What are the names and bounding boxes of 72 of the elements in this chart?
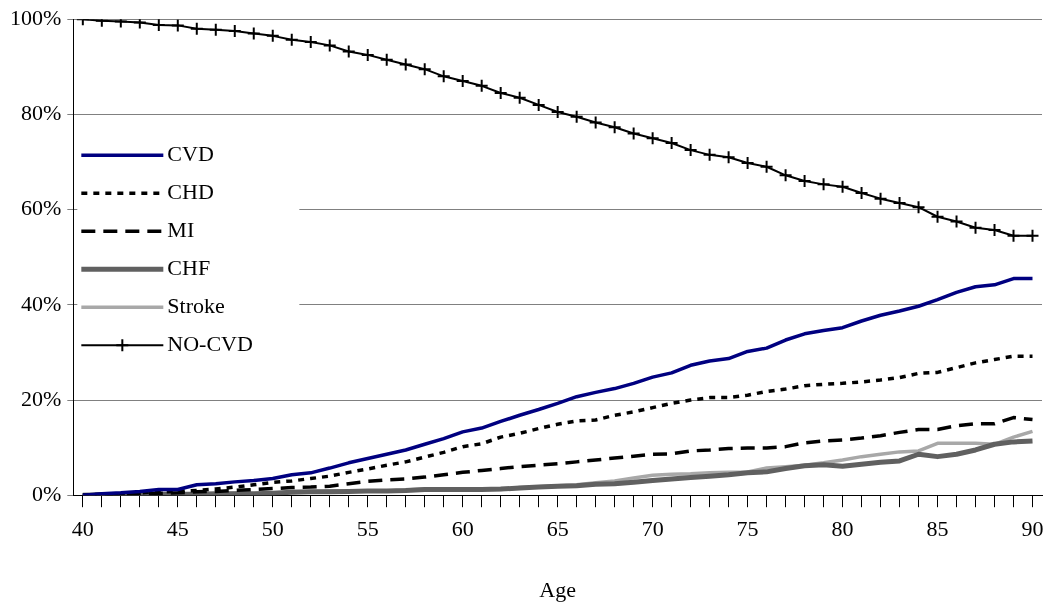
point xyxy=(1025,228,1040,243)
point xyxy=(816,177,831,192)
point xyxy=(246,26,261,41)
point xyxy=(265,28,280,43)
point xyxy=(740,155,755,170)
point xyxy=(835,179,850,194)
x-tick-label: 45 xyxy=(166,516,189,542)
point xyxy=(873,191,888,206)
point xyxy=(170,19,185,33)
x-tick-label: 85 xyxy=(926,516,949,542)
point xyxy=(911,200,926,215)
point xyxy=(284,32,299,47)
y-tick-label: 80% xyxy=(21,100,62,126)
point xyxy=(569,109,584,124)
x-tick-label: 40 xyxy=(71,516,94,542)
point xyxy=(968,220,983,235)
point xyxy=(778,168,793,183)
point xyxy=(398,57,413,72)
point xyxy=(854,185,869,200)
point xyxy=(645,131,660,146)
point xyxy=(949,214,964,229)
point xyxy=(664,135,679,150)
legend-label: CVD xyxy=(167,140,214,166)
x-tick-label: 90 xyxy=(1021,516,1044,542)
point xyxy=(417,62,432,77)
x-tick-label: 65 xyxy=(546,516,569,542)
point xyxy=(531,97,546,112)
point xyxy=(797,174,812,189)
point xyxy=(322,38,337,53)
legend-label: MI xyxy=(167,216,195,242)
point xyxy=(512,90,527,105)
point xyxy=(132,19,147,30)
x-tick-label: 70 xyxy=(641,516,664,542)
point xyxy=(436,69,451,84)
point xyxy=(626,126,641,141)
y-tick-label: 40% xyxy=(21,290,62,316)
legend-label: NO-CVD xyxy=(167,330,253,356)
point xyxy=(493,85,508,100)
y-tick-label: 60% xyxy=(21,195,62,221)
point xyxy=(208,22,223,37)
point xyxy=(360,47,375,62)
y-tick-label: 0% xyxy=(32,480,62,506)
point xyxy=(759,159,774,174)
point xyxy=(151,19,166,32)
x-tick-label: 75 xyxy=(736,516,759,542)
point xyxy=(303,35,318,50)
point xyxy=(683,143,698,158)
legend-label: Stroke xyxy=(167,292,225,318)
legend-label: CHD xyxy=(167,178,214,204)
point xyxy=(721,150,736,165)
point xyxy=(227,24,242,39)
point xyxy=(930,209,945,224)
point xyxy=(892,195,907,210)
point xyxy=(1006,228,1021,243)
point xyxy=(474,78,489,93)
point xyxy=(607,120,622,135)
x-tick-label: 60 xyxy=(451,516,474,542)
point xyxy=(189,21,204,36)
point xyxy=(702,147,717,162)
point xyxy=(550,105,565,120)
y-tick-label: 100% xyxy=(10,4,62,30)
x-axis-title: Age xyxy=(539,576,576,602)
x-tick-label: 50 xyxy=(261,516,284,542)
point xyxy=(341,44,356,59)
y-tick-label: 20% xyxy=(21,385,62,411)
x-tick-label: 55 xyxy=(356,516,379,542)
x-tick-label: 80 xyxy=(831,516,854,542)
legend-label: CHF xyxy=(167,254,211,280)
point xyxy=(379,52,394,67)
point xyxy=(588,115,603,130)
point xyxy=(987,223,1002,238)
point xyxy=(455,74,470,89)
